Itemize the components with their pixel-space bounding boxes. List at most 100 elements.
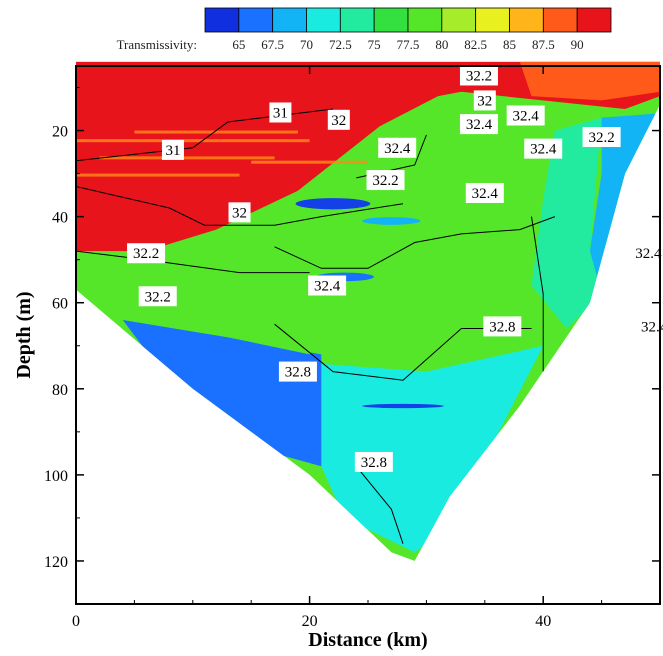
- x-tick-label-1: 20: [302, 613, 318, 630]
- contour-label-4: 32: [473, 90, 496, 111]
- colorbar-label-6: 80: [435, 37, 448, 52]
- contour-label-text: 32.4: [513, 108, 540, 124]
- contour-label-9: 32.4: [378, 137, 417, 158]
- contour-label-16: 32.4: [629, 243, 663, 264]
- contour-label-6: 32.4: [459, 114, 498, 135]
- colorbar-label-3: 72.5: [329, 37, 352, 52]
- region-west-green-wedge: [76, 289, 322, 355]
- contour-label-text: 32.4: [635, 246, 662, 262]
- contour-label-text: 31: [273, 105, 288, 121]
- contour-label-10: 32.2: [366, 170, 405, 191]
- region-surface-red: [76, 61, 660, 252]
- colorbar-swatch-2: [272, 7, 307, 33]
- colorbar-label-10: 90: [571, 37, 584, 52]
- contour-label-text: 31: [165, 143, 180, 159]
- colorbar-label-5: 77.5: [397, 37, 420, 52]
- y-tick-label-2: 60: [52, 296, 68, 313]
- colorbar-swatch-6: [407, 7, 443, 33]
- lens-2: [362, 217, 421, 225]
- colorbar-title: Transmissivity:: [117, 37, 197, 52]
- colorbar-label-9: 87.5: [532, 37, 555, 52]
- region-west-dark-blue: [122, 319, 322, 467]
- contour-label-text: 32.4: [466, 117, 493, 133]
- colorbar-label-2: 70: [300, 37, 313, 52]
- colorbar-swatch-1: [238, 7, 274, 33]
- x-tick-label-0: 0: [72, 613, 80, 630]
- colorbar-swatch-7: [441, 7, 477, 33]
- contour-label-20: 32.8: [354, 451, 393, 472]
- contour-label-text: 32.2: [372, 173, 398, 189]
- contour-label-5: 32.4: [506, 105, 545, 126]
- contour-label-text: 32: [232, 205, 247, 221]
- streak-0: [76, 139, 310, 143]
- colorbar-label-0: 65: [232, 37, 245, 52]
- contour-label-text: 32.2: [145, 289, 171, 305]
- streak-3: [134, 130, 298, 134]
- contour-line-7: [531, 216, 544, 372]
- streak-4: [251, 160, 368, 164]
- streak-2: [76, 173, 240, 177]
- colorbar-swatch-9: [509, 7, 544, 33]
- contour-label-text: 32.8: [489, 319, 515, 335]
- contour-label-8: 32.2: [582, 127, 621, 148]
- contour-line-1: [76, 186, 404, 226]
- colorbar-swatch-10: [542, 7, 578, 33]
- contour-label-text: 32.4: [314, 279, 341, 295]
- contour-label-2: 32: [327, 109, 350, 130]
- region-east-cyan-slope: [531, 117, 602, 329]
- y-tick-label-1: 40: [52, 210, 68, 227]
- contour-line-6: [355, 465, 404, 544]
- colorbar-swatch-11: [576, 7, 612, 33]
- colorbar-labels: 65 67.5 70 72.5 75 77.5 80 82.5 85 87.5 90: [232, 37, 583, 52]
- y-tick-label-3: 80: [52, 382, 68, 399]
- colorbar-swatch-8: [475, 7, 510, 33]
- y-tick-label-0: 20: [52, 124, 68, 141]
- contour-line-4: [274, 216, 556, 269]
- contour-label-0: 31: [269, 102, 292, 123]
- contour-label-14: 32.2: [138, 286, 177, 307]
- y-tick-label-5: 120: [44, 554, 68, 571]
- y-tick-label-4: 100: [44, 468, 68, 485]
- lens-0: [295, 198, 371, 210]
- contour-label-13: 32.2: [127, 243, 166, 264]
- colorbar-swatches: [204, 7, 612, 33]
- contour-label-text: 32.4: [472, 186, 499, 202]
- contour-label-text: 32.4: [641, 319, 663, 335]
- colorbar-swatch-0: [204, 7, 240, 33]
- salinity-contour-labels: 31 31 32 32.2 32 32.4 32.4 32.4 32.2 32.4 32.2 32.4…: [127, 65, 663, 472]
- colorbar-swatch-3: [306, 7, 341, 33]
- region-orange-top-right: [519, 61, 660, 101]
- plot-area: 31 31 32 32.2 32 32.4 32.4 32.4 32.2 32.4 32.2 32.4…: [44, 61, 663, 630]
- colorbar-label-1: 67.5: [261, 37, 284, 52]
- y-axis-title: Depth (m): [13, 291, 35, 378]
- contour-label-15: 32.4: [308, 275, 347, 296]
- region-deep-cyan: [309, 345, 544, 553]
- contour-label-text: 32.8: [285, 365, 311, 381]
- contour-label-12: 32: [228, 202, 251, 223]
- streak-1: [99, 156, 275, 160]
- contour-label-17: 32.8: [483, 316, 522, 337]
- contour-label-1: 31: [161, 139, 184, 160]
- contour-label-18: 32.4: [635, 316, 663, 337]
- contour-label-text: 32.4: [384, 141, 411, 157]
- contour-label-7: 32.4: [524, 138, 563, 159]
- contour-label-text: 32: [331, 113, 346, 129]
- contour-label-3: 32.2: [459, 65, 498, 86]
- colorbar-label-8: 85: [503, 37, 516, 52]
- contour-label-text: 32.2: [133, 246, 159, 262]
- colorbar-label-7: 82.5: [464, 37, 487, 52]
- x-axis-title: Distance (km): [308, 629, 427, 651]
- colorbar-swatch-5: [373, 7, 409, 33]
- axis-ticks: 0 20 40 20 40 60 80 100 120: [44, 66, 661, 630]
- contour-label-text: 32.4: [530, 142, 557, 158]
- colorbar-swatch-4: [339, 7, 375, 33]
- contour-label-11: 32.4: [465, 182, 504, 203]
- colorbar-label-4: 75: [368, 37, 381, 52]
- contour-label-text: 32.8: [361, 455, 387, 471]
- colorbar-legend: 65 67.5 70 72.5 75 77.5 80 82.5 85 87.5 90 Transmi…: [117, 7, 612, 52]
- transmissivity-field: [76, 61, 660, 561]
- contour-label-text: 32: [477, 93, 492, 109]
- contour-line-2: [76, 250, 310, 274]
- contour-label-text: 32.2: [466, 68, 492, 84]
